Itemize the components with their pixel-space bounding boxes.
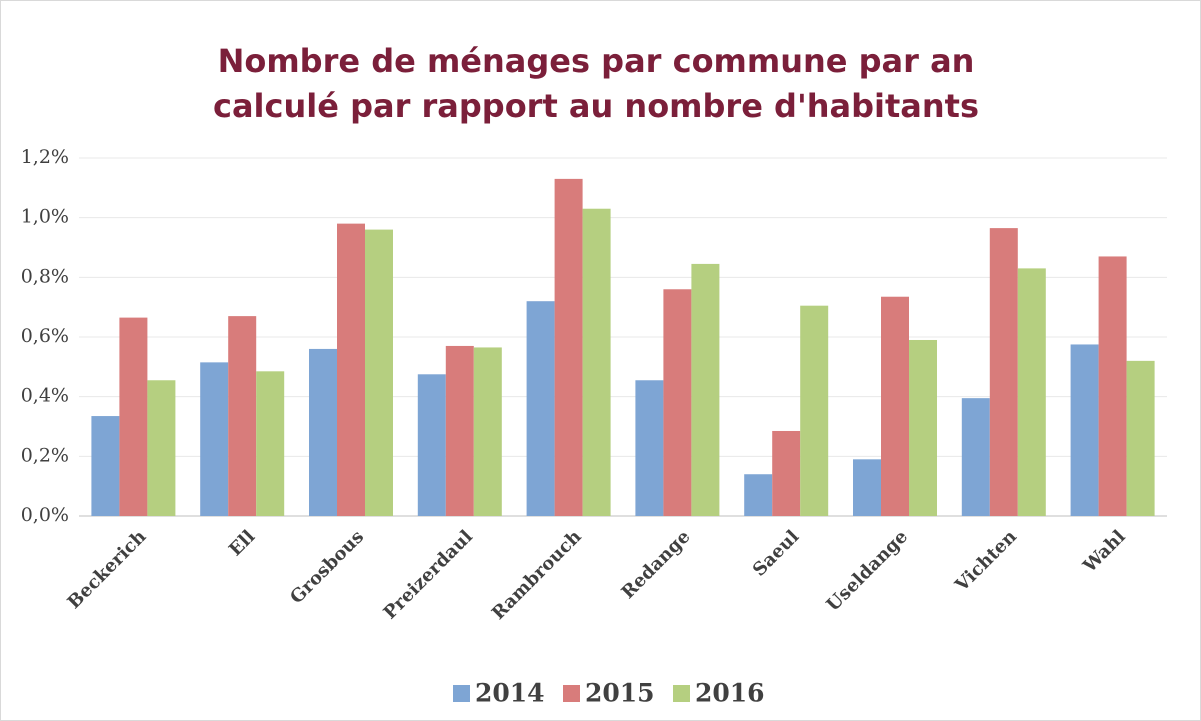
x-tick-label: Preizerdaul bbox=[380, 526, 477, 623]
legend-label: 2014 bbox=[475, 679, 545, 708]
x-tick-label: Saeul bbox=[749, 526, 804, 581]
x-tick-label: Grosbous bbox=[286, 526, 368, 608]
legend-swatch bbox=[453, 685, 470, 702]
legend-label: 2016 bbox=[695, 679, 765, 708]
x-tick-label: Wahl bbox=[1079, 526, 1130, 577]
bar bbox=[445, 345, 474, 516]
bar bbox=[1017, 268, 1046, 516]
bar bbox=[989, 228, 1018, 516]
x-tick-label: Vichten bbox=[951, 526, 1021, 596]
y-tick-label: 0,0% bbox=[21, 504, 69, 526]
bar bbox=[1070, 344, 1099, 516]
bar bbox=[909, 339, 937, 516]
bar bbox=[772, 430, 801, 516]
bar bbox=[228, 316, 257, 516]
bar bbox=[91, 416, 120, 516]
legend-swatch bbox=[673, 685, 690, 702]
bar bbox=[744, 474, 773, 516]
bar bbox=[337, 223, 365, 516]
y-tick-label: 1,2% bbox=[21, 146, 69, 168]
x-tick-label: Ell bbox=[225, 526, 259, 560]
bar bbox=[691, 263, 720, 516]
bar bbox=[853, 459, 881, 516]
bar bbox=[365, 229, 393, 516]
y-tick-label: 0,8% bbox=[21, 265, 69, 287]
bar bbox=[881, 296, 909, 516]
x-tick-label: Redange bbox=[618, 526, 695, 603]
bar bbox=[1126, 360, 1155, 516]
legend-label: 2015 bbox=[585, 679, 655, 708]
bar bbox=[526, 301, 555, 516]
bar bbox=[119, 317, 148, 516]
bar bbox=[417, 374, 446, 516]
y-tick-label: 0,4% bbox=[21, 385, 69, 407]
bar bbox=[961, 398, 990, 516]
bar bbox=[200, 362, 229, 516]
chart-title: Nombre de ménages par commune par an cal… bbox=[212, 42, 980, 125]
bar bbox=[554, 178, 583, 516]
bar bbox=[147, 380, 176, 516]
bar bbox=[663, 289, 692, 516]
y-tick-label: 0,6% bbox=[21, 325, 69, 347]
x-tick-label: Beckerich bbox=[64, 526, 151, 613]
bar bbox=[309, 348, 337, 516]
bar bbox=[473, 347, 502, 516]
bar bbox=[800, 305, 829, 516]
bar bbox=[256, 371, 285, 516]
bar bbox=[582, 208, 611, 516]
bar bbox=[1098, 256, 1127, 516]
bar bbox=[635, 380, 664, 516]
x-tick-label: Useldange bbox=[823, 526, 912, 615]
x-tick-label: Rambrouch bbox=[488, 526, 586, 624]
legend-swatch bbox=[563, 685, 580, 702]
y-tick-label: 1,0% bbox=[21, 206, 69, 228]
y-tick-label: 0,2% bbox=[21, 444, 69, 466]
